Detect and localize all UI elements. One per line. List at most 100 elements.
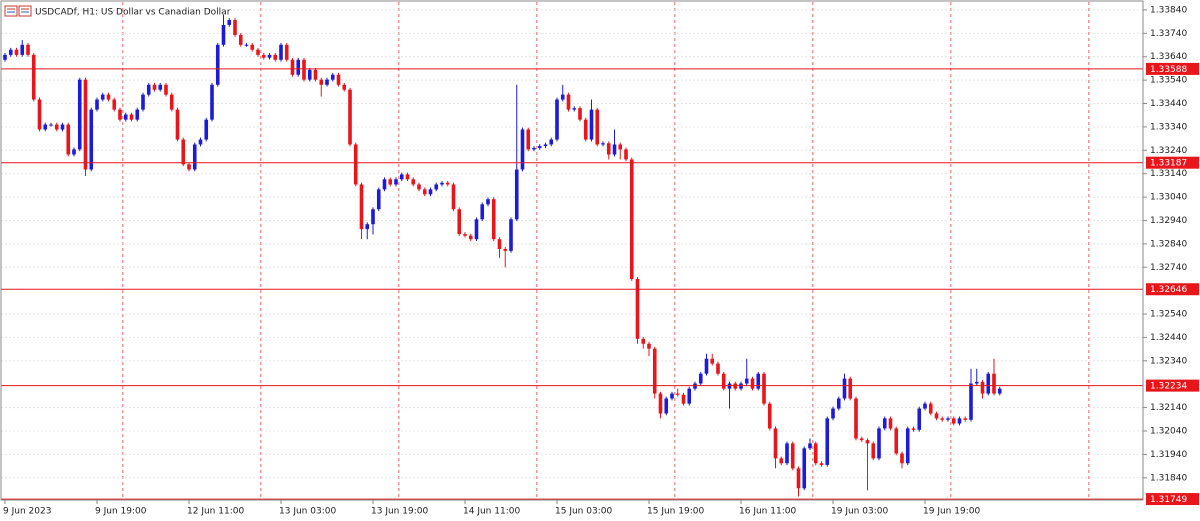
x-tick-label: 15 Jun 03:00 <box>555 507 612 517</box>
candle-body <box>284 44 289 60</box>
candle-body <box>480 204 485 220</box>
candle-body <box>273 54 278 60</box>
candle-body <box>658 393 663 414</box>
candle-body <box>204 119 209 140</box>
candle-body <box>376 189 381 210</box>
candle-body <box>848 378 853 399</box>
candle-body <box>652 348 657 394</box>
candle-body <box>359 184 364 230</box>
chart-title: USDCADf, H1: US Dollar vs Canadian Dolla… <box>35 8 231 18</box>
level-label: 1.33187 <box>1150 159 1187 169</box>
x-tick-label: 16 Jun 11:00 <box>739 507 796 517</box>
candle-body <box>319 79 324 85</box>
candle-body <box>514 169 519 220</box>
candle-body <box>888 418 893 429</box>
candle-body <box>940 418 945 420</box>
y-tick-label: 1.33840 <box>1150 5 1187 15</box>
candle-body <box>463 234 467 236</box>
candle-body <box>842 378 847 399</box>
candle-body <box>233 20 237 35</box>
candle-body <box>146 84 151 95</box>
y-tick-label: 1.32840 <box>1150 239 1187 249</box>
levels-layer: 1.33588 1.33187 1.32646 1.32234 1.31749 <box>1 62 1199 506</box>
candle-body <box>624 149 628 160</box>
candle-body <box>583 119 588 140</box>
candle-body <box>992 373 996 394</box>
x-tick-label: 9 Jun 2023 <box>3 507 51 517</box>
candle-body <box>296 59 301 75</box>
level-label: 1.32646 <box>1150 285 1187 295</box>
candle-body <box>244 44 249 46</box>
candle-body <box>497 239 502 250</box>
candle-body <box>187 164 191 170</box>
y-tick-label: 1.31840 <box>1150 473 1187 483</box>
candle-body <box>215 44 220 85</box>
candle-body <box>371 209 375 225</box>
y-tick-label: 1.33040 <box>1150 193 1187 203</box>
candle-body <box>8 49 13 55</box>
candle-body <box>951 418 956 424</box>
candle-body <box>595 109 600 145</box>
level-label: 1.31749 <box>1150 495 1187 505</box>
candle-body <box>560 94 565 100</box>
candle-body <box>158 84 163 90</box>
y-tick-label: 1.32740 <box>1150 263 1187 273</box>
candle-body <box>813 443 818 464</box>
candle-body <box>106 94 111 100</box>
candle-body <box>762 373 766 404</box>
candle-body <box>175 109 180 140</box>
plot-frame <box>0 0 1144 501</box>
x-tick-label: 13 Jun 19:00 <box>371 507 428 517</box>
candle-body <box>928 403 933 414</box>
candle-body <box>946 418 950 420</box>
candle-body <box>89 109 94 170</box>
candle-body <box>785 443 789 464</box>
candle-body <box>26 44 30 55</box>
candle-body <box>129 114 134 120</box>
y-tick-label: 1.33140 <box>1150 169 1187 179</box>
candle-body <box>670 393 674 399</box>
candle-body <box>543 144 548 147</box>
candle-body <box>77 79 82 150</box>
candle-body <box>520 129 525 170</box>
candle-body <box>537 146 542 148</box>
candle-body <box>54 124 59 130</box>
candle-body <box>365 224 370 230</box>
candle-body <box>664 398 669 414</box>
candle-body <box>394 179 398 185</box>
level-label-box <box>1146 62 1199 75</box>
candle-body <box>290 59 295 75</box>
candle-body <box>417 184 421 190</box>
candle-body <box>790 443 795 469</box>
candle-body <box>859 438 864 441</box>
candle-body <box>831 408 835 419</box>
candle-body <box>491 199 496 240</box>
candle-body <box>629 159 634 279</box>
candle-body <box>572 108 577 110</box>
y-tick-label: 1.32940 <box>1150 216 1187 226</box>
candle-body <box>578 108 582 120</box>
candle-body <box>227 20 232 25</box>
candle-body <box>980 381 985 394</box>
candle-body <box>877 428 881 459</box>
candle-body <box>618 144 623 150</box>
candle-body <box>802 448 807 489</box>
level-label: 1.32234 <box>1150 382 1187 392</box>
candle-body <box>336 74 341 85</box>
candle-body <box>267 54 272 58</box>
candle-body <box>37 99 42 130</box>
candle-body <box>83 79 88 170</box>
candle-body <box>440 182 444 185</box>
x-tick-label: 12 Jun 11:00 <box>187 507 244 517</box>
candle-body <box>698 373 703 384</box>
candle-body <box>445 182 450 185</box>
candle-body <box>923 403 927 409</box>
candle-body <box>279 44 283 60</box>
y-tick-label: 1.32340 <box>1150 356 1187 366</box>
y-tick-label: 1.33640 <box>1150 52 1187 62</box>
candle-body <box>796 468 801 489</box>
candle-body <box>164 84 168 95</box>
level-label-box <box>1146 493 1199 506</box>
candle-body <box>49 124 53 126</box>
